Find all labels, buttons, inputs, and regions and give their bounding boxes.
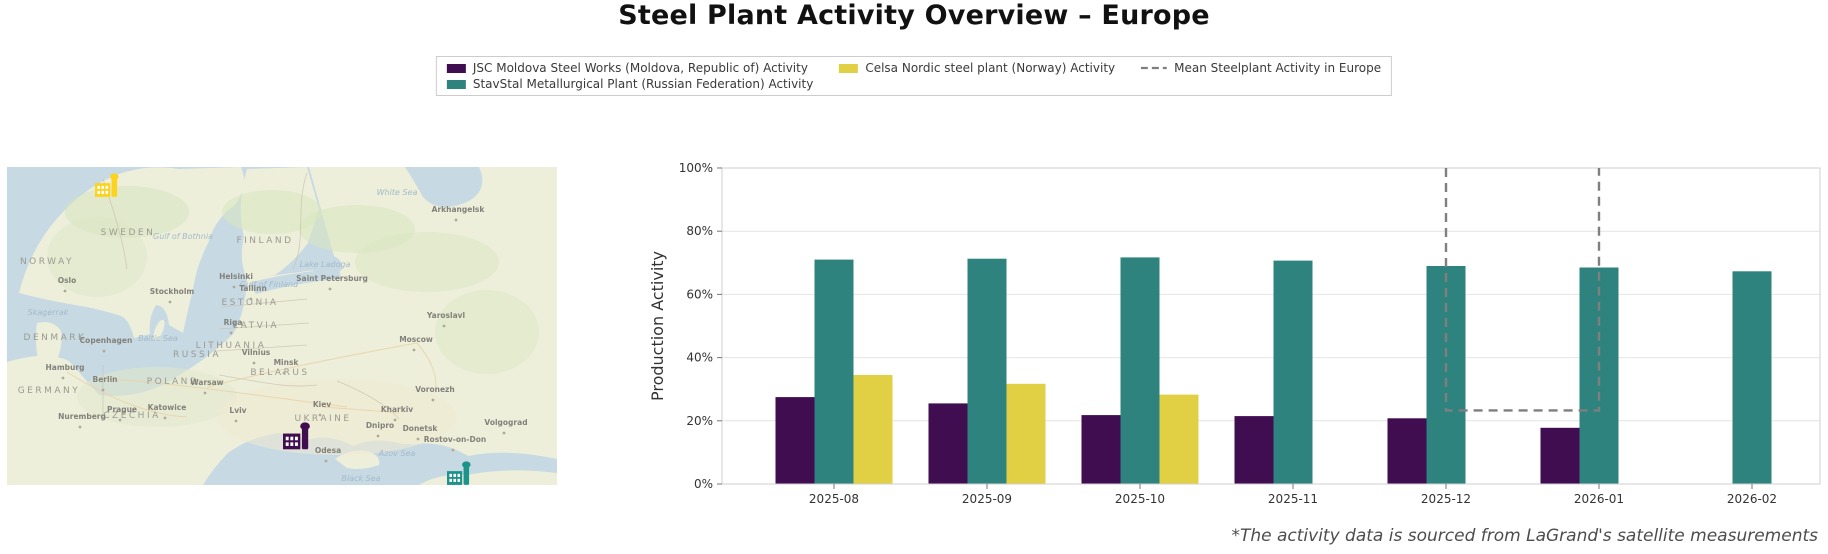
city-label: Moscow xyxy=(399,335,433,344)
legend-item: JSC Moldova Steel Works (Moldova, Republ… xyxy=(446,61,813,75)
legend-dashed-line-swatch xyxy=(1141,66,1168,70)
bar xyxy=(1273,260,1313,484)
bar xyxy=(814,259,854,484)
legend-item-label: Celsa Nordic steel plant (Norway) Activi… xyxy=(865,61,1116,75)
y-tick-label: 40% xyxy=(686,351,713,365)
city-label: Dnipro xyxy=(366,421,394,430)
country-label: CZECHIA xyxy=(103,411,161,421)
x-tick-label: 2025-09 xyxy=(962,492,1012,506)
x-tick-label: 2026-01 xyxy=(1574,492,1624,506)
bar xyxy=(775,397,815,484)
country-label: SWEDEN xyxy=(101,228,156,238)
bar xyxy=(1426,266,1466,484)
x-tick-label: 2025-11 xyxy=(1268,492,1318,506)
city-label: Volgograd xyxy=(484,418,527,427)
country-label: UKRAINE xyxy=(294,414,351,424)
city-label: Helsinki xyxy=(219,272,253,281)
footnote-text: *The activity data is sourced from LaGra… xyxy=(1231,526,1818,546)
celsa-nordic-steel-plant-factory-icon xyxy=(95,173,119,197)
bar xyxy=(1387,418,1427,484)
city-label: Riga xyxy=(224,318,243,327)
y-tick-label: 80% xyxy=(686,224,713,238)
city-label: Katowice xyxy=(148,403,187,412)
bar xyxy=(1159,394,1199,484)
x-tick-label: 2026-02 xyxy=(1727,492,1777,506)
legend-item: Mean Steelplant Activity in Europe xyxy=(1141,61,1381,75)
jsc-moldova-steel-works-factory-icon xyxy=(283,422,310,450)
city-label: Rostov-on-Don xyxy=(424,435,486,444)
mean-activity-line xyxy=(1444,168,1601,412)
city-label: Kharkiv xyxy=(381,405,413,414)
legend-item: StavStal Metallurgical Plant (Russian Fe… xyxy=(446,77,814,91)
city-label: Nuremberg xyxy=(58,412,106,421)
city-label: Odesa xyxy=(315,446,341,455)
country-label: LITHUANIA xyxy=(196,341,267,351)
sea-label: Lake Ladoga xyxy=(300,260,351,269)
sea-label: Black Sea xyxy=(341,474,380,483)
bar xyxy=(1579,267,1619,484)
city-label: Minsk xyxy=(274,358,300,367)
city-label: Tallinn xyxy=(239,284,267,293)
legend-color-swatch xyxy=(446,79,466,89)
sea-label: White Sea xyxy=(377,188,418,197)
sea-label: Baltic Sea xyxy=(138,334,178,343)
y-axis-label: Production Activity xyxy=(648,251,667,401)
bar xyxy=(967,258,1007,484)
country-label: NORWAY xyxy=(20,257,74,267)
bar xyxy=(928,403,968,484)
city-label: Arkhangelsk xyxy=(432,205,486,214)
bar xyxy=(853,375,893,484)
legend-color-swatch xyxy=(839,63,859,73)
bar xyxy=(1006,383,1046,484)
legend-item: Celsa Nordic steel plant (Norway) Activi… xyxy=(839,61,1115,75)
city-label: Lviv xyxy=(229,406,246,415)
city-label: Yaroslavl xyxy=(426,311,465,320)
bar xyxy=(1120,257,1160,484)
legend-item-label: StavStal Metallurgical Plant (Russian Fe… xyxy=(472,77,814,91)
activity-bar-chart: 0% 20% 40% 60% 80% 100% 2025-08 2025-09 2025-10 2… xyxy=(600,130,1828,515)
stavstal-metallurgical-plant-factory-icon xyxy=(447,461,471,485)
country-label: POLAND xyxy=(147,377,200,387)
sea-label: Gulf of Bothnia xyxy=(153,232,213,241)
bar xyxy=(1234,416,1274,484)
city-label: Warsaw xyxy=(190,378,223,387)
sea-label: Azov Sea xyxy=(378,449,416,458)
bar xyxy=(1732,271,1772,484)
city-label: Stockholm xyxy=(150,287,195,296)
city-label: Prague xyxy=(107,405,137,414)
bar xyxy=(1540,427,1580,484)
city-label: Hamburg xyxy=(46,363,85,372)
x-tick-label: 2025-08 xyxy=(809,492,859,506)
city-label: Vilnius xyxy=(242,348,271,357)
city-label: Oslo xyxy=(58,276,77,285)
x-tick-label: 2025-12 xyxy=(1421,492,1471,506)
y-tick-label: 60% xyxy=(686,287,713,301)
country-label: BELARUS xyxy=(250,368,309,378)
x-tick-label: 2025-10 xyxy=(1115,492,1165,506)
country-label: LATVIA xyxy=(233,321,279,331)
legend-item-label: JSC Moldova Steel Works (Moldova, Republ… xyxy=(472,61,808,75)
y-tick-label: 20% xyxy=(686,414,713,428)
country-label: GERMANY xyxy=(18,386,81,396)
y-tick-label: 0% xyxy=(694,477,713,491)
europe-map: Baltic Sea Gulf of Bothnia Gulf of Finland… xyxy=(7,167,557,485)
city-label: Kiev xyxy=(313,400,331,409)
sea-label: Gulf of Finland xyxy=(240,280,299,289)
city-label: Berlin xyxy=(93,375,118,384)
sea-label: Skagerrak xyxy=(28,308,69,317)
country-label: FINLAND xyxy=(236,236,293,246)
country-label: RUSSIA xyxy=(173,350,221,360)
city-label: Saint Petersburg xyxy=(296,274,368,283)
city-label: Copenhagen xyxy=(80,336,133,345)
legend-color-swatch xyxy=(446,63,466,73)
country-label: ESTONIA xyxy=(221,298,278,308)
chart-legend: JSC Moldova Steel Works (Moldova, Republ… xyxy=(435,56,1393,96)
city-label: Donetsk xyxy=(403,424,439,433)
country-label: DENMARK xyxy=(24,333,87,343)
y-tick-label: 100% xyxy=(679,161,713,175)
page-title: Steel Plant Activity Overview – Europe xyxy=(618,0,1210,31)
legend-item-label: Mean Steelplant Activity in Europe xyxy=(1174,61,1382,75)
city-label: Voronezh xyxy=(415,385,455,394)
bar xyxy=(1081,415,1121,484)
